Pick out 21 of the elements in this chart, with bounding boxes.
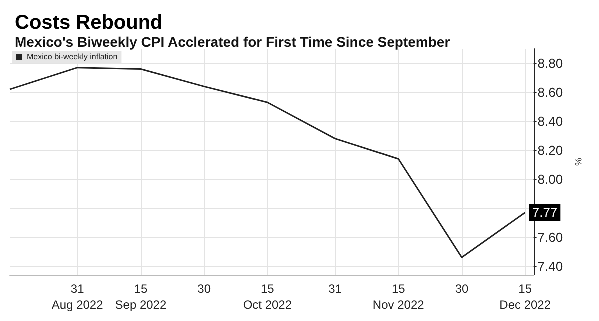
y-axis-title: % [574, 158, 584, 166]
y-tick-label: 8.80 [538, 56, 564, 71]
y-tick-label: 8.20 [538, 142, 564, 158]
y-tick-label: 8.00 [538, 172, 564, 187]
chart-subtitle: Mexico's Biweekly CPI Acclerated for First Time Since September [15, 34, 451, 50]
y-tick-label: 8.40 [538, 114, 564, 129]
annotation: 7.77 [532, 205, 558, 220]
chart-title: Costs Rebound [15, 12, 163, 34]
x-tick-label: 15 Nov 2022 [372, 282, 425, 312]
y-tick-label: 8.60 [538, 84, 564, 100]
x-tick-label: 30 [455, 282, 469, 296]
y-tick-label: 7.40 [538, 258, 564, 274]
x-tick-label: 15 Oct 2022 [243, 282, 292, 312]
legend-label: Mexico bi-weekly inflation [27, 52, 118, 62]
x-tick-label: 31 Aug 2022 [52, 282, 104, 312]
x-tick-label: 15 Dec 2022 [500, 282, 552, 312]
x-tick-label: 15 Sep 2022 [115, 282, 167, 312]
x-tick-label: 30 [198, 282, 212, 296]
line-series [9, 67, 526, 258]
x-tick-label: 31 [328, 282, 342, 296]
y-tick-label: 7.60 [538, 230, 564, 245]
